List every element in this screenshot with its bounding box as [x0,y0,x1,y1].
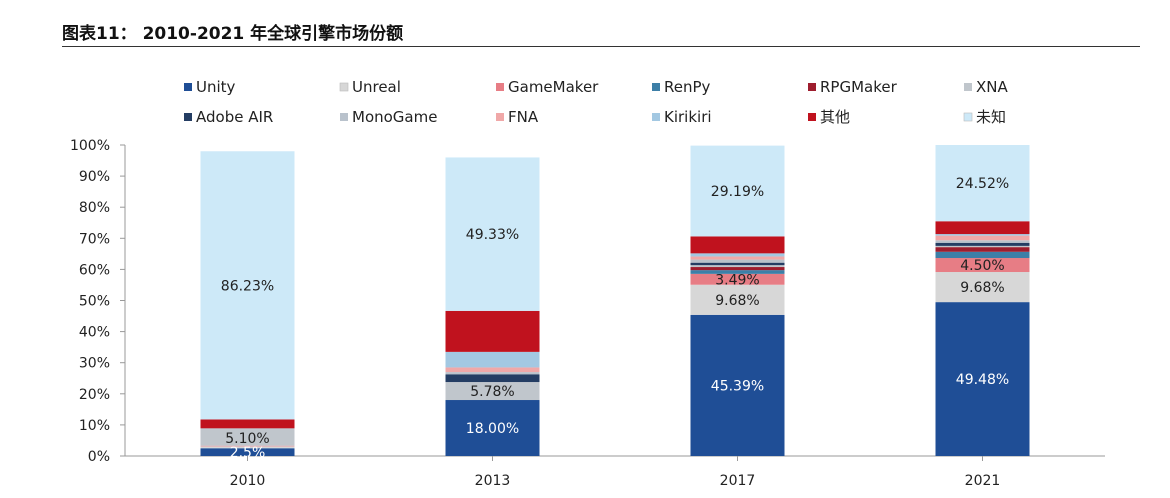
data-label: 18.00% [466,421,519,437]
y-tick-label: 60% [79,262,110,278]
data-label: 24.52% [956,176,1009,192]
bar-segment [690,267,785,271]
bar-segment [690,273,785,285]
legend-swatch [184,83,192,91]
bar-segment [935,245,1030,248]
bar-segment [445,367,540,373]
bar-segment [445,382,540,401]
y-tick-label: 80% [79,200,110,216]
y-tick-label: 0% [88,449,110,465]
x-tick-label: 2013 [475,473,511,489]
figure-title-bar: 图表11： 2010-2021 年全球引擎市场份额 [62,16,1140,47]
data-label: 9.68% [960,280,1004,296]
bar-segment [935,251,1030,259]
bar-segment [690,265,785,268]
bar-segment [935,221,1030,235]
data-label: 5.10% [225,431,269,447]
legend-label: MonoGame [352,108,437,126]
legend-label: Unreal [352,78,401,96]
x-tick-label: 2021 [965,473,1001,489]
bar-segment [935,272,1030,303]
data-label: 4.50% [960,258,1004,274]
bar-segment [935,258,1030,273]
x-tick-label: 2010 [230,473,266,489]
legend-label: Unity [196,78,236,96]
bar-segment [935,235,1030,241]
figure-title: 图表11： 2010-2021 年全球引擎市场份额 [62,24,404,44]
bar-segment [200,446,295,449]
data-label: 29.19% [711,184,764,200]
legend-label: FNA [508,108,539,126]
bar-segment [690,236,785,254]
bar-segment [935,242,1030,246]
legend-label: RPGMaker [820,78,898,96]
legend-swatch [339,82,349,92]
bar-segment [200,151,295,420]
bar-segment [690,256,785,260]
data-label: 2.5% [230,445,266,461]
bar-segment [445,374,540,383]
y-tick-label: 90% [79,169,110,185]
y-tick-label: 100% [70,138,110,154]
bar-segment [690,253,785,257]
legend-swatch [652,113,660,121]
data-label: 45.39% [711,378,764,394]
legend-swatch [808,83,816,91]
y-tick-label: 40% [79,325,110,341]
legend-label: XNA [976,78,1008,96]
bar-segment [445,351,540,368]
bar-segment [935,247,1030,252]
bar-segment [445,157,540,311]
legend-swatch [496,83,504,91]
legend-label: Adobe AIR [196,108,273,126]
legend-label: RenPy [664,78,711,96]
bar-segment [200,419,295,429]
legend-label: Kirikiri [664,108,712,126]
legend-swatch [340,113,348,121]
bar-segment [445,372,540,375]
legend-swatch [808,113,816,121]
data-label: 3.49% [715,272,759,288]
bar-segment [690,262,785,266]
bar-segment [935,240,1030,243]
bar-segment [690,259,785,263]
legend-label: 未知 [976,108,1006,126]
data-label: 9.68% [715,293,759,309]
bar-segment [445,310,540,352]
data-label: 5.78% [470,384,514,400]
data-label: 49.33% [466,227,519,243]
bar-segment [200,429,295,446]
y-tick-label: 50% [79,294,110,310]
bar-segment [690,314,785,456]
bar-segment [935,234,1030,236]
bar-segment [200,428,295,430]
bar-segment [935,302,1030,456]
y-tick-label: 10% [79,418,110,434]
y-tick-label: 30% [79,356,110,372]
legend-swatch [963,112,973,122]
y-tick-label: 20% [79,387,110,403]
x-tick-label: 2017 [720,473,756,489]
data-label: 86.23% [221,278,274,294]
bar-segment [200,448,295,456]
legend-label: 其他 [820,108,850,126]
bar-segment [445,400,540,456]
legend-label: GameMaker [508,78,599,96]
legend-swatch [652,83,660,91]
legend-swatch [184,113,192,121]
bar-segment [935,145,1030,222]
legend-swatch [964,83,972,91]
legend-swatch [496,113,504,121]
bar-segment [690,145,785,237]
bar-segment [690,284,785,315]
bar-segment [690,270,785,274]
bar-segment [200,445,295,447]
y-tick-label: 70% [79,231,110,247]
data-label: 49.48% [956,372,1009,388]
